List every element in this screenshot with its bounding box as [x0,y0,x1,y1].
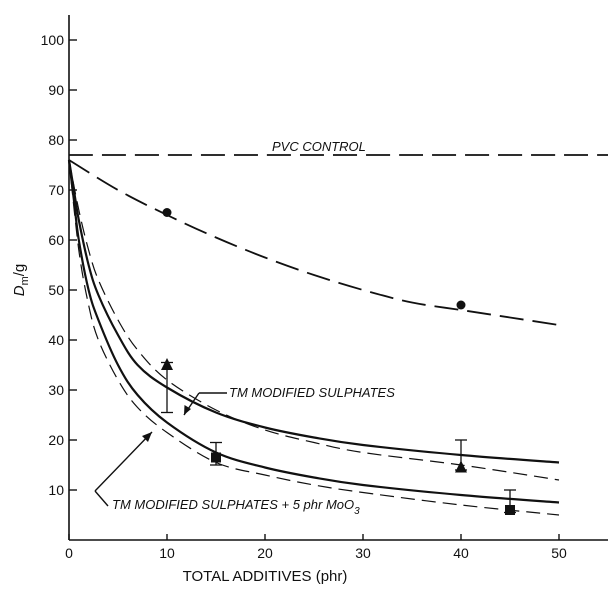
data-point-square [505,505,515,515]
data-point-triangle [161,358,173,370]
lower-annotation-arrowhead [142,432,152,442]
x-tick-label: 30 [355,545,371,561]
y-axis-label-tail: /g [11,264,28,277]
x-axis-label: TOTAL ADDITIVES (phr) [183,568,348,585]
y-tick-label: 50 [48,282,64,298]
x-tick-label: 0 [65,545,73,561]
y-tick-label: 20 [48,432,64,448]
tm-moo3-dashed-line [68,159,560,516]
chart-marks [67,154,608,516]
lower-annotation-pointer [94,431,153,492]
y-tick-label: 30 [48,382,64,398]
y-axis-label-main: D [11,285,28,296]
tm-moo3-solid-line [67,159,560,504]
pvc-data-fit-line [68,159,560,326]
tm-sulphates-solid-line [67,159,560,464]
data-point-circle [456,300,466,310]
y-tick-label: 100 [41,32,65,48]
axes: 0 10 20 30 40 50 10 20 30 40 50 60 70 80 90 100 [41,15,608,561]
lower-annotation-leader-left [94,490,109,507]
y-axis-label-subscript: m [19,276,31,285]
tm-moo3-annotation-subscript: 3 [354,506,360,517]
x-tick-label: 10 [159,545,175,561]
y-tick-label: 90 [48,82,64,98]
data-point-square [211,452,221,463]
x-tick-label: 40 [453,545,469,561]
y-tick-label: 40 [48,332,64,348]
data-point-circle [162,208,172,217]
tm-sulphates-dashed-line [68,159,560,481]
tm-modified-sulphates-annotation: TM MODIFIED SULPHATES [229,385,395,400]
tm-moo3-annotation-main: TM MODIFIED SULPHATES + 5 phr MoO [112,497,354,512]
upper-annotation-arrowhead [184,405,191,415]
data-point-triangle [455,460,467,473]
y-tick-label: 80 [48,132,64,148]
x-tick-label: 20 [257,545,273,561]
y-axis-label: Dm/g [11,264,31,297]
y-tick-label: 60 [48,232,64,248]
pvc-control-annotation: PVC CONTROL [272,139,366,154]
y-tick-label: 10 [48,482,64,498]
x-tick-label: 50 [551,545,567,561]
tm-modified-sulphates-moo3-annotation: TM MODIFIED SULPHATES + 5 phr MoO3 [112,497,360,517]
y-tick-label: 70 [48,182,64,198]
